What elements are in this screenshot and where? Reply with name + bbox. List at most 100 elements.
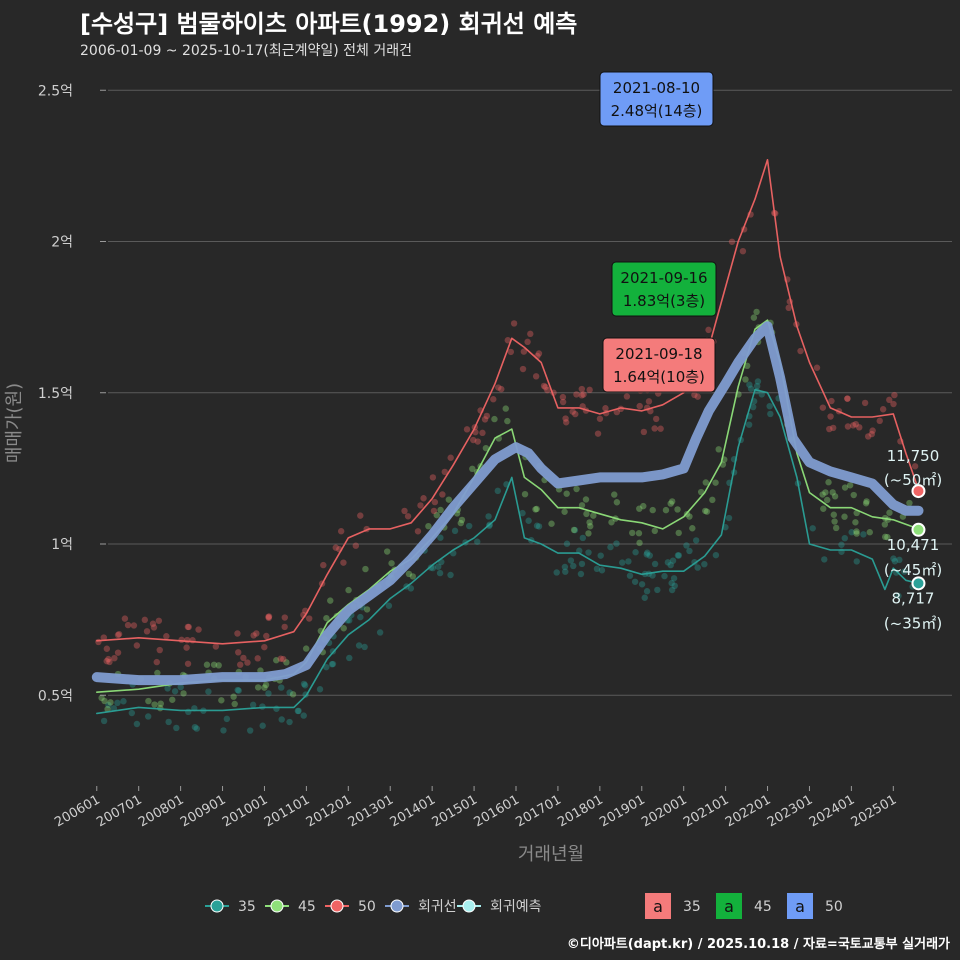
scatter-point-50: [594, 430, 602, 437]
scatter-point-35: [597, 552, 604, 559]
scatter-point-50: [250, 632, 257, 639]
scatter-point-50: [277, 655, 284, 662]
scatter-point-50: [401, 507, 408, 515]
x-tick-label: 202501: [849, 792, 899, 830]
scatter-point-45: [830, 511, 837, 518]
scatter-point-35: [165, 718, 172, 726]
scatter-point-45: [846, 482, 854, 489]
scatter-point-45: [590, 512, 597, 519]
annotation-price: 2.48억(14층): [611, 102, 703, 120]
scatter-point-35: [323, 663, 330, 671]
scatter-point-35: [407, 585, 415, 592]
scatter-point-45: [157, 700, 164, 707]
scatter-point-50: [439, 491, 446, 498]
scatter-point-35: [278, 684, 285, 691]
scatter-point-45: [712, 479, 719, 486]
scatter-point-35: [643, 551, 650, 558]
scatter-point-35: [294, 707, 302, 715]
scatter-point-35: [668, 586, 676, 594]
scatter-point-50: [869, 427, 876, 434]
scatter-point-50: [527, 330, 534, 338]
scatter-point-35: [278, 716, 285, 723]
scatter-point-35: [185, 708, 192, 716]
scatter-point-50: [133, 642, 141, 649]
scatter-point-45: [363, 606, 371, 613]
scatter-point-35: [745, 421, 753, 428]
annotation-price: 1.64억(10층): [613, 368, 705, 386]
scatter-point-45: [636, 505, 643, 512]
scatter-point-45: [548, 520, 555, 527]
scatter-point-50: [103, 657, 110, 665]
scatter-point-50: [856, 424, 863, 431]
scatter-point-35: [896, 556, 903, 564]
scatter-point-50: [911, 463, 919, 470]
scatter-point-45: [383, 548, 391, 555]
scatter-point-35: [357, 613, 364, 621]
scatter-point-50: [237, 661, 244, 668]
series-line-45: [96, 319, 920, 694]
scatter-point-45: [753, 308, 760, 316]
scatter-point-35: [220, 727, 227, 734]
scatter-point-35: [625, 558, 632, 565]
legend-item-regression-marker: [390, 899, 404, 913]
scatter-point-45: [327, 597, 334, 604]
scatter-point-45: [563, 490, 570, 497]
scatter-point-50: [535, 350, 543, 357]
scatter-point-45: [866, 529, 873, 536]
scatter-point-35: [205, 688, 212, 695]
scatter-point-45: [822, 489, 829, 496]
scatter-point-50: [504, 337, 512, 344]
scatter-point-35: [860, 531, 867, 538]
scatter-point-35: [626, 572, 634, 579]
scatter-point-45: [154, 669, 161, 677]
legend-item-50: 50: [358, 899, 376, 915]
scatter-point-35: [447, 571, 454, 579]
scatter-point-50: [868, 430, 875, 438]
scatter-point-35: [535, 523, 543, 530]
scatter-point-45: [636, 539, 643, 547]
scatter-point-35: [300, 712, 307, 719]
scatter-point-45: [640, 502, 647, 510]
scatter-point-45: [675, 529, 682, 537]
scatter-point-50: [153, 658, 160, 666]
scatter-point-50: [890, 400, 897, 408]
annotation-box-50: [599, 71, 714, 127]
scatter-point-50: [844, 423, 852, 430]
scatter-point-50: [306, 615, 313, 622]
scatter-point-50: [657, 425, 664, 432]
scatter-point-45: [340, 625, 347, 632]
scatter-point-35: [355, 642, 363, 649]
scatter-point-50: [694, 393, 701, 400]
scatter-point-35: [100, 717, 108, 725]
scatter-point-45: [521, 490, 529, 498]
scatter-point-50: [150, 624, 158, 631]
scatter-point-50: [115, 630, 123, 638]
scatter-point-45: [180, 690, 187, 697]
scatter-point-35: [193, 725, 200, 732]
scatter-point-50: [645, 398, 653, 405]
scatter-point-35: [669, 557, 677, 564]
legend-item-prediction: 회귀예측: [490, 899, 542, 915]
scatter-point-35: [451, 527, 459, 535]
scatter-point-35: [361, 643, 368, 651]
scatter-point-35: [641, 594, 648, 601]
scatter-point-45: [906, 499, 913, 507]
scatter-point-45: [715, 446, 722, 453]
annotation-date: 2021-08-10: [613, 79, 700, 97]
scatter-point-45: [829, 489, 836, 496]
scatter-point-45: [107, 699, 114, 706]
scatter-point-35: [848, 529, 855, 536]
scatter-point-35: [114, 699, 121, 707]
scatter-point-45: [819, 491, 826, 498]
scatter-point-35: [675, 552, 683, 559]
scatter-point-50: [705, 326, 712, 334]
scatter-point-45: [853, 528, 860, 535]
scatter-point-35: [105, 701, 112, 709]
scatter-point-50: [352, 542, 360, 549]
scatter-point-45: [261, 684, 268, 691]
scatter-point-50: [441, 468, 448, 476]
scatter-point-35: [259, 722, 266, 729]
x-tick-label: 201001: [220, 792, 270, 830]
scatter-point-45: [570, 526, 578, 534]
scatter-point-35: [643, 588, 651, 595]
